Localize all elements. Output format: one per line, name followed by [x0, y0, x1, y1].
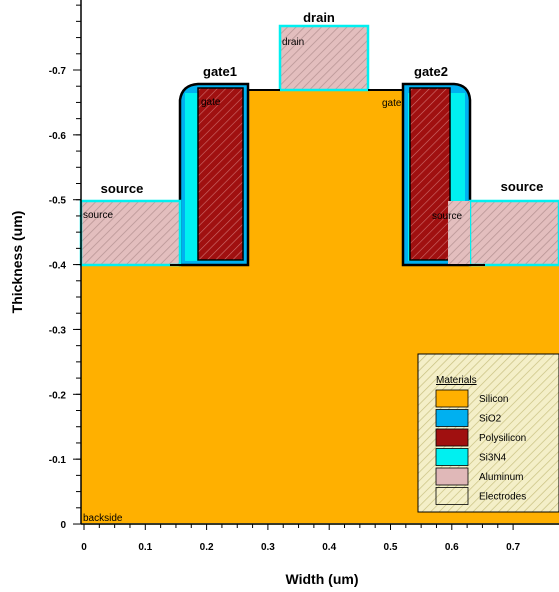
y-tick-label: -0.7: [49, 66, 67, 77]
y-tick-label: -0.2: [49, 390, 67, 401]
aluminum-solid-swatch: [435, 467, 469, 486]
x-tick-label: 0: [81, 542, 87, 553]
x-axis-label: Width (um): [286, 571, 359, 587]
x-tick-label: 0.5: [384, 542, 398, 553]
sio2-solid-swatch: [435, 409, 469, 427]
y-tick-label: -0.1: [49, 455, 67, 466]
gate2-inner-label: gate: [382, 98, 402, 109]
legend-item-label: SiO2: [479, 414, 502, 425]
gate1-label: gate1: [203, 64, 237, 79]
source-right-label: source: [501, 179, 544, 194]
x-tick-label: 0.2: [200, 542, 214, 553]
legend-item-label: Polysilicon: [479, 433, 526, 444]
legend-item-label: Aluminum: [479, 472, 523, 483]
x-tick-label: 0.6: [445, 542, 459, 553]
gate2-label: gate2: [414, 64, 448, 79]
silicon-solid-swatch: [435, 389, 469, 408]
source-left-inner-label: source: [83, 210, 113, 221]
electrodes-hatched-swatch: [435, 487, 469, 505]
x-tick-label: 0.7: [506, 542, 520, 553]
polysilicon-solid-swatch: [435, 428, 469, 447]
legend-item-label: Si3N4: [479, 453, 507, 464]
gate1-stack: [178, 82, 250, 267]
source-right-electrode: [468, 199, 559, 267]
materials-legend: Materials Silicon SiO2 Polysilicon Si3N4 Alu…: [417, 353, 559, 513]
legend-title: Materials: [436, 375, 477, 386]
gate2-polysilicon: [409, 87, 451, 261]
interface-line-right: [368, 89, 485, 266]
drain-electrode: [278, 24, 370, 92]
backside-label: backside: [83, 513, 123, 524]
drain-inner-label: drain: [282, 37, 304, 48]
gate1-inner-label: gate: [201, 97, 221, 108]
y-axis-label: Thickness (um): [9, 211, 25, 314]
y-tick-label: -0.5: [49, 196, 67, 207]
x-tick-label: 0.3: [261, 542, 275, 553]
y-tick-label: 0: [60, 520, 66, 531]
source-left-label: source: [101, 181, 144, 196]
interface-line: [170, 89, 280, 266]
y-tick-label: -0.4: [49, 261, 67, 272]
gate1-polysilicon: [197, 87, 244, 261]
si3n4-solid-swatch: [435, 448, 469, 466]
drain-label: drain: [303, 10, 335, 25]
source-right-inner-label: source: [432, 211, 462, 222]
source-right-contact: [448, 201, 470, 265]
x-tick-label: 0.1: [138, 542, 152, 553]
legend-item-label: Electrodes: [479, 492, 526, 503]
legend-item-label: Silicon: [479, 394, 508, 405]
y-tick-label: -0.6: [49, 131, 67, 142]
y-tick-label: -0.3: [49, 325, 67, 336]
x-tick-label: 0.4: [322, 542, 336, 553]
